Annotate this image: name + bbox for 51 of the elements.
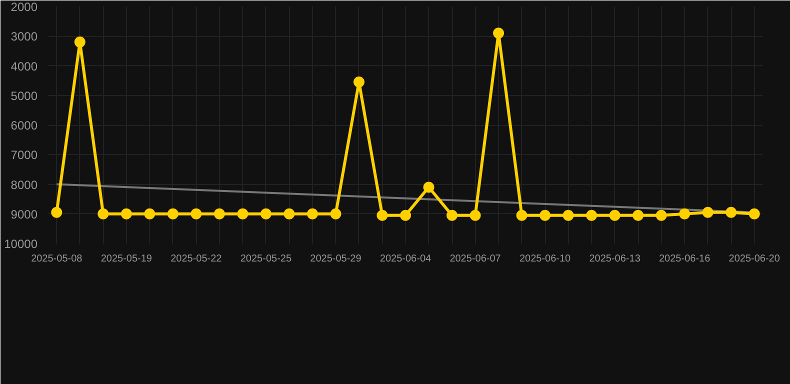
y-tick-label: 3000: [10, 30, 38, 44]
point: [214, 208, 225, 220]
y-tick-label: 4000: [10, 59, 38, 74]
point: [51, 206, 62, 218]
x-tick-label: 2025-05-19: [100, 254, 152, 264]
point: [562, 210, 574, 221]
point: [376, 210, 388, 221]
y-tick-label: 8000: [10, 178, 38, 192]
point: [74, 36, 86, 48]
point: [516, 210, 528, 221]
x-tick-label: 2025-06-04: [380, 254, 432, 264]
point: [609, 210, 620, 221]
point: [423, 182, 434, 193]
y-tick-label: 7000: [10, 148, 38, 162]
x-tick-label: 2025-06-20: [728, 254, 780, 264]
point: [493, 28, 504, 39]
point: [98, 208, 109, 220]
point: [400, 210, 411, 221]
point: [470, 210, 481, 221]
x-tick-label: 2025-06-16: [659, 254, 711, 264]
point: [167, 208, 178, 220]
y-tick-label: 6000: [10, 118, 38, 132]
point: [237, 208, 248, 220]
y-tick-label: 5000: [10, 88, 38, 103]
point: [120, 208, 132, 220]
x-tick-label: 2025-06-07: [450, 254, 502, 264]
point: [353, 76, 364, 88]
point: [540, 210, 551, 221]
y-tick-label: 10000: [4, 237, 38, 251]
x-tick-label: 2025-05-22: [170, 254, 222, 264]
point: [586, 210, 598, 221]
point: [679, 208, 690, 220]
point: [446, 210, 458, 221]
point: [702, 206, 714, 218]
x-tick-label: 2025-06-10: [519, 254, 572, 264]
point: [748, 208, 760, 220]
point: [190, 208, 202, 220]
point: [656, 210, 667, 221]
x-tick-label: 2025-05-08: [31, 254, 83, 264]
point: [726, 206, 737, 218]
point: [260, 208, 272, 220]
y-tick-label: 2000: [10, 0, 38, 14]
point: [330, 208, 342, 220]
x-tick-label: 2025-05-29: [310, 254, 362, 264]
point: [632, 210, 644, 221]
point: [284, 208, 295, 220]
point: [144, 208, 156, 220]
x-tick-label: 2025-06-13: [589, 254, 641, 264]
point: [306, 208, 318, 220]
x-tick-label: 2025-05-25: [240, 254, 292, 264]
y-tick-label: 9000: [10, 207, 38, 222]
